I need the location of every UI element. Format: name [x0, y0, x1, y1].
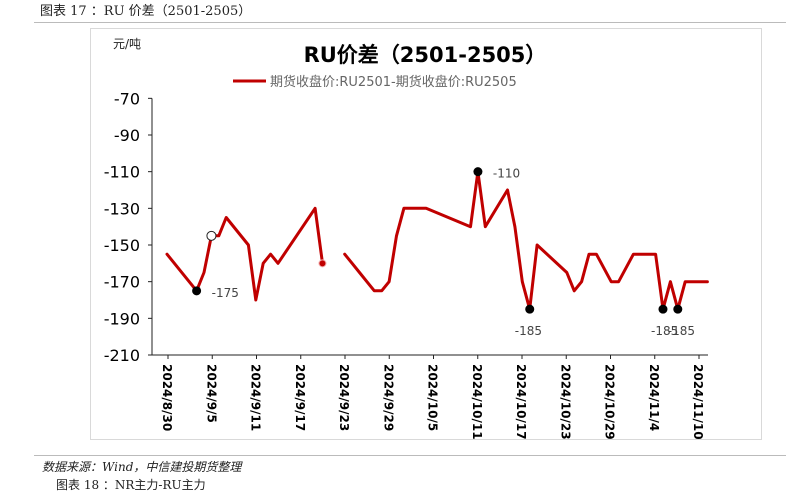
x-tick-label: 2024/11/10 [691, 364, 705, 440]
x-tick-label: 2024/9/29 [381, 364, 395, 431]
data-point-marker [673, 304, 683, 314]
top-divider [34, 22, 786, 23]
y-tick-label: -150 [104, 236, 140, 255]
chart-title: RU价差（2501-2505） [304, 43, 547, 67]
data-point-marker [192, 286, 202, 296]
source-note: 数据来源：Wind，中信建投期货整理 [42, 460, 242, 474]
legend: 期货收盘价:RU2501-期货收盘价:RU2505 [233, 74, 517, 90]
series-layer [165, 170, 709, 311]
data-point-marker [658, 304, 668, 314]
y-tick-label: -130 [104, 199, 140, 218]
y-tick-label: -90 [114, 126, 140, 145]
legend-label: 期货收盘价:RU2501-期货收盘价:RU2505 [270, 74, 517, 90]
y-tick-label: -70 [114, 89, 140, 108]
chart-frame [90, 28, 762, 440]
y-tick-label: -170 [104, 273, 140, 292]
x-tick-label: 2024/9/17 [293, 364, 307, 431]
y-tick-label: -110 [104, 163, 140, 182]
axes: -70 -90 -110 -130 -150 -170 -190 -210 2024/8/30 2… [104, 89, 708, 440]
x-tick-label: 2024/9/23 [337, 364, 351, 431]
data-label: -110 [493, 167, 520, 181]
data-point-marker [318, 259, 327, 268]
data-point-marker [206, 230, 217, 241]
x-tick-label: 2024/10/29 [603, 364, 617, 440]
series-line [165, 206, 324, 302]
x-tick-label: 2024/11/4 [647, 364, 661, 431]
figure-caption: 图表 17 ：RU 价差（2501-2505） [40, 4, 252, 19]
series-line [343, 170, 709, 311]
x-tick-label: 2024/8/30 [160, 364, 174, 431]
data-point-marker [473, 167, 483, 177]
x-tick-label: 2024/9/5 [204, 364, 218, 423]
x-tick-label: 2024/10/23 [558, 364, 572, 440]
y-tick-label: -210 [104, 346, 140, 365]
data-label: -185 [515, 324, 542, 338]
next-figure-caption: 图表 18 ：NR主力-RU主力 [56, 478, 206, 492]
annotation-layer: -175-110-185 -185-185 [192, 167, 695, 338]
data-label: -175 [212, 286, 239, 300]
bottom-divider [34, 455, 786, 456]
data-point-marker [525, 304, 535, 314]
x-tick-label: 2024/10/17 [514, 364, 528, 440]
y-tick-label: -190 [104, 309, 140, 328]
data-label: -185 [651, 324, 678, 338]
data-label: -185 [668, 324, 695, 338]
x-tick-label: 2024/10/11 [470, 364, 484, 440]
x-tick-label: 2024/9/11 [249, 364, 263, 431]
y-axis-unit-label: 元/吨 [113, 37, 141, 51]
x-tick-label: 2024/10/5 [426, 364, 440, 431]
